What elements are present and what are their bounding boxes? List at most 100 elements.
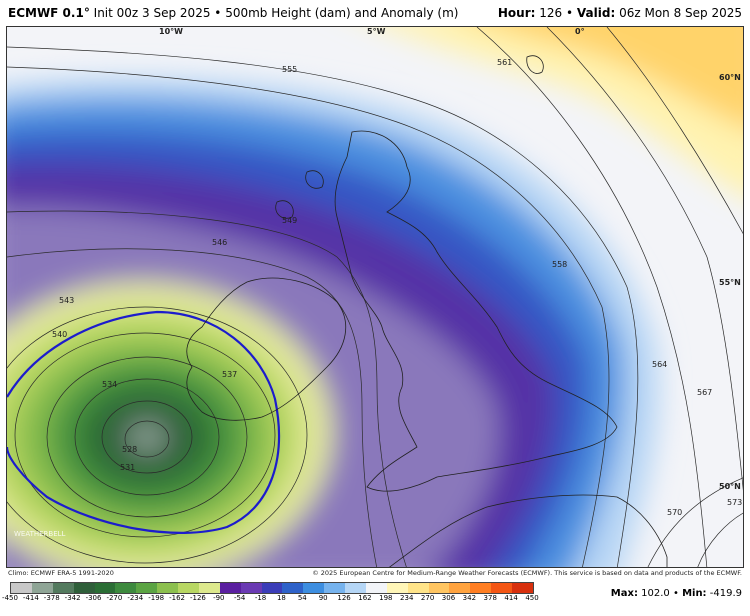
anomaly-colorbar — [10, 582, 534, 594]
colorbar-tick: -162 — [169, 594, 185, 602]
zero-anomaly-contour — [7, 310, 281, 534]
climo-credit: Climo: ECMWF ERA-5 1991-2020 — [8, 569, 114, 577]
colorbar-swatch — [282, 583, 304, 593]
valid-value: 06z Mon 8 Sep 2025 — [619, 6, 742, 20]
colorbar-swatch — [512, 583, 533, 593]
contour-label: 531 — [120, 463, 135, 472]
colorbar-tick: -198 — [148, 594, 165, 602]
colorbar-tick: 18 — [276, 594, 286, 602]
model-name: ECMWF 0.1° — [8, 6, 90, 20]
height-contours — [7, 27, 743, 567]
colorbar-swatch — [136, 583, 158, 593]
lat-label: 50°N — [719, 482, 741, 491]
product-name: 500mb Height (dam) and Anomaly (m) — [225, 6, 459, 20]
colorbar-tick: -126 — [189, 594, 206, 602]
colorbar-tick: -378 — [43, 594, 60, 602]
contour-label: 564 — [652, 360, 667, 369]
hour-label: Hour: — [497, 6, 536, 20]
colorbar-swatch — [345, 583, 366, 593]
colorbar-swatch — [94, 583, 116, 593]
anomaly-shading — [7, 27, 743, 567]
colorbar-tick: -414 — [22, 594, 39, 602]
max-value: 102.0 — [641, 588, 670, 599]
valid-label: Valid: — [576, 6, 616, 20]
colorbar-swatch — [407, 583, 429, 593]
colorbar-swatch — [240, 583, 262, 593]
coastlines — [186, 55, 668, 567]
contour-label: 537 — [222, 370, 237, 379]
colorbar-swatch — [219, 583, 241, 593]
lat-label: 60°N — [719, 73, 741, 82]
colorbar-tick: 378 — [483, 594, 497, 602]
colorbar-swatch — [449, 583, 471, 593]
separator: • — [566, 6, 574, 20]
contour-label: 534 — [102, 380, 117, 389]
contour-label: 558 — [552, 260, 567, 269]
colorbar-swatch — [11, 583, 32, 593]
colorbar-tick: -450 — [2, 594, 18, 602]
colorbar-tick: 162 — [358, 594, 372, 602]
colorbar-ticks: -450 -414 -378 -342 -306 -270 -234 -198 -162 -126… — [2, 594, 546, 604]
colorbar-swatch — [157, 583, 178, 593]
separator: • — [214, 6, 222, 20]
colorbar-swatch — [261, 583, 283, 593]
lon-label: 0° — [575, 27, 585, 36]
colorbar-tick: -270 — [106, 594, 123, 602]
colorbar-tick: -342 — [64, 594, 81, 602]
colorbar-tick: 90 — [318, 594, 328, 602]
colorbar-tick: 54 — [297, 594, 307, 602]
weatherbell-logo: WEATHERBELL — [14, 530, 66, 538]
contour-label: 528 — [122, 445, 137, 454]
colorbar-tick: -306 — [85, 594, 102, 602]
colorbar-swatch — [386, 583, 408, 593]
map-panel[interactable]: 555 561 549 546 543 540 534 528 531 537 558 564 567 5… — [6, 26, 744, 568]
contour-label: 561 — [497, 58, 512, 67]
credits: Climo: ECMWF ERA-5 1991-2020 © 2025 Euro… — [6, 569, 744, 579]
colorbar-tick: -18 — [254, 594, 267, 602]
contour-label: 570 — [667, 508, 682, 517]
colorbar-tick: 270 — [420, 594, 435, 602]
colorbar-swatch — [31, 583, 53, 593]
init-time: Init 00z 3 Sep 2025 — [93, 6, 211, 20]
lon-label: 10°W — [159, 27, 183, 36]
map-header: ECMWF 0.1° Init 00z 3 Sep 2025 • 500mb H… — [0, 0, 750, 26]
colorbar-swatch — [428, 583, 450, 593]
min-value: -419.9 — [709, 588, 742, 599]
lat-label: 55°N — [719, 278, 741, 287]
colorbar-swatch — [365, 583, 387, 593]
max-min-stats: Max: 102.0 • Min: -419.9 — [611, 588, 742, 599]
colorbar-swatch — [491, 583, 512, 593]
contour-labels: 555 561 549 546 543 540 534 528 531 537 558 564 567 5… — [52, 58, 742, 517]
contour-label: 549 — [282, 216, 297, 225]
contour-label: 543 — [59, 296, 74, 305]
colorbar-swatch — [198, 583, 220, 593]
stats-separator: • — [672, 588, 679, 599]
lon-label: 5°W — [367, 27, 386, 36]
colorbar-swatch — [178, 583, 199, 593]
colorbar-tick: 342 — [462, 594, 477, 602]
colorbar-tick: -90 — [213, 594, 225, 602]
colorbar-swatch — [52, 583, 74, 593]
colorbar-swatch — [115, 583, 137, 593]
contour-label: 567 — [697, 388, 712, 397]
colorbar-tick: 126 — [337, 594, 351, 602]
contour-label: 573 — [727, 498, 742, 507]
hour-value: 126 — [539, 6, 563, 20]
colorbar-tick: 306 — [441, 594, 456, 602]
contour-label: 546 — [212, 238, 227, 247]
contour-label: 540 — [52, 330, 67, 339]
colorbar-swatch — [470, 583, 492, 593]
colorbar-swatch — [73, 583, 95, 593]
colorbar-tick: 450 — [525, 594, 539, 602]
header-right: Hour: 126 • Valid: 06z Mon 8 Sep 2025 — [498, 6, 742, 20]
colorbar-tick: 414 — [504, 594, 518, 602]
colorbar-tick: -234 — [127, 594, 144, 602]
colorbar-tick: 234 — [400, 594, 414, 602]
colorbar-swatch — [303, 583, 325, 593]
max-label: Max: — [610, 588, 638, 599]
copyright-credit: © 2025 European Centre for Medium-Range … — [312, 569, 742, 577]
colorbar-tick: 198 — [379, 594, 393, 602]
min-label: Min: — [682, 588, 707, 599]
anomaly-map: 555 561 549 546 543 540 534 528 531 537 558 564 567 5… — [7, 27, 743, 567]
header-left: ECMWF 0.1° Init 00z 3 Sep 2025 • 500mb H… — [8, 6, 458, 20]
